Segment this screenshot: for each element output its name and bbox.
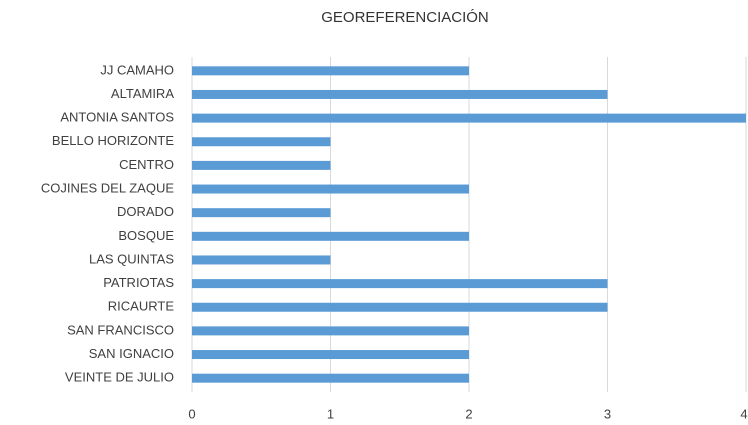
x-tick-label: 0 [188, 406, 195, 421]
chart-title: GEOREFERENCIACIÓN [321, 9, 489, 26]
y-tick-label: BOSQUE [118, 228, 174, 243]
y-tick-label: ANTONIA SANTOS [60, 110, 174, 125]
y-tick-label: COJINES DEL ZAQUE [41, 180, 174, 195]
x-tick-label: 4 [740, 406, 747, 421]
y-tick-label: LAS QUINTAS [89, 251, 174, 266]
bar [192, 137, 331, 147]
bar [192, 373, 469, 383]
y-tick-label: SAN IGNACIO [89, 346, 174, 361]
bar [192, 89, 608, 99]
y-tick-label: RICAURTE [108, 299, 175, 314]
bar [192, 66, 469, 76]
bar [192, 184, 469, 194]
y-tick-label: DORADO [117, 204, 174, 219]
y-tick-label: VEINTE DE JULIO [65, 370, 174, 385]
x-tick-label: 1 [327, 406, 334, 421]
x-tick-label: 3 [604, 406, 611, 421]
y-tick-label: SAN FRANCISCO [67, 322, 174, 337]
y-tick-label: BELLO HORIZONTE [52, 133, 174, 148]
y-tick-label: CENTRO [119, 157, 174, 172]
y-tick-label: ALTAMIRA [111, 86, 174, 101]
bar [192, 279, 608, 289]
bar [192, 231, 469, 241]
bar [192, 208, 331, 218]
bar [192, 113, 746, 123]
bar [192, 350, 469, 360]
bar [192, 255, 331, 265]
bar [192, 326, 469, 336]
y-tick-label: PATRIOTAS [103, 275, 174, 290]
y-tick-label: JJ CAMAHO [100, 62, 174, 77]
x-tick-label: 2 [465, 406, 472, 421]
bar [192, 160, 331, 170]
bar [192, 302, 608, 312]
